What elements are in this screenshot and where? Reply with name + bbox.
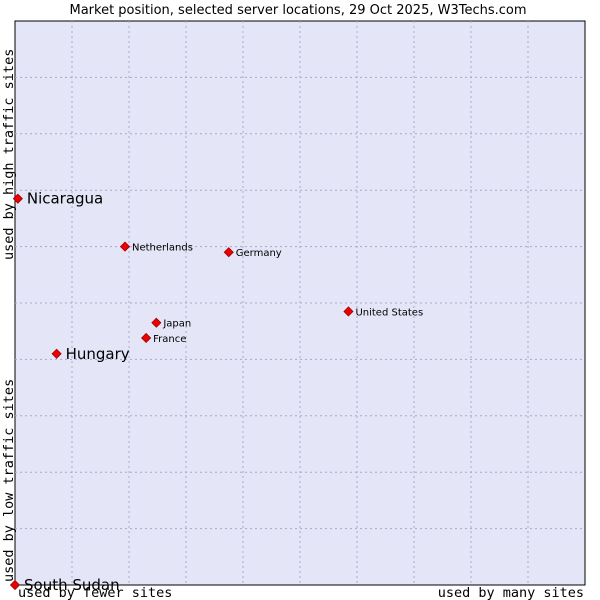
data-points: Nicaragua Netherlands Germany United States… — [9, 190, 423, 594]
y-axis-label-low: used by low traffic sites — [1, 379, 17, 582]
point-label-united-states: United States — [355, 307, 423, 318]
point-nicaragua — [12, 193, 23, 204]
point-united-states — [343, 306, 354, 317]
point-label-nicaragua: Nicaragua — [27, 190, 103, 208]
point-germany — [223, 247, 234, 258]
point-label-netherlands: Netherlands — [132, 243, 193, 254]
point-label-germany: Germany — [236, 248, 282, 259]
x-axis-label-low: used by fewer sites — [18, 585, 172, 600]
y-axis-label-high: used by high traffic sites — [1, 49, 17, 260]
point-label-south-sudan: South Sudan — [24, 576, 120, 594]
chart-title: Market position, selected server locatio… — [69, 3, 526, 18]
point-france — [141, 332, 152, 344]
grid — [15, 21, 585, 585]
point-south-sudan — [9, 579, 21, 591]
point-label-hungary: Hungary — [66, 345, 130, 363]
point-japan — [151, 317, 162, 328]
point-hungary — [51, 348, 62, 359]
x-axis-label-high: used by many sites — [438, 585, 584, 600]
point-label-france: France — [153, 334, 186, 345]
point-label-japan: Japan — [162, 319, 191, 330]
point-netherlands — [119, 241, 131, 252]
